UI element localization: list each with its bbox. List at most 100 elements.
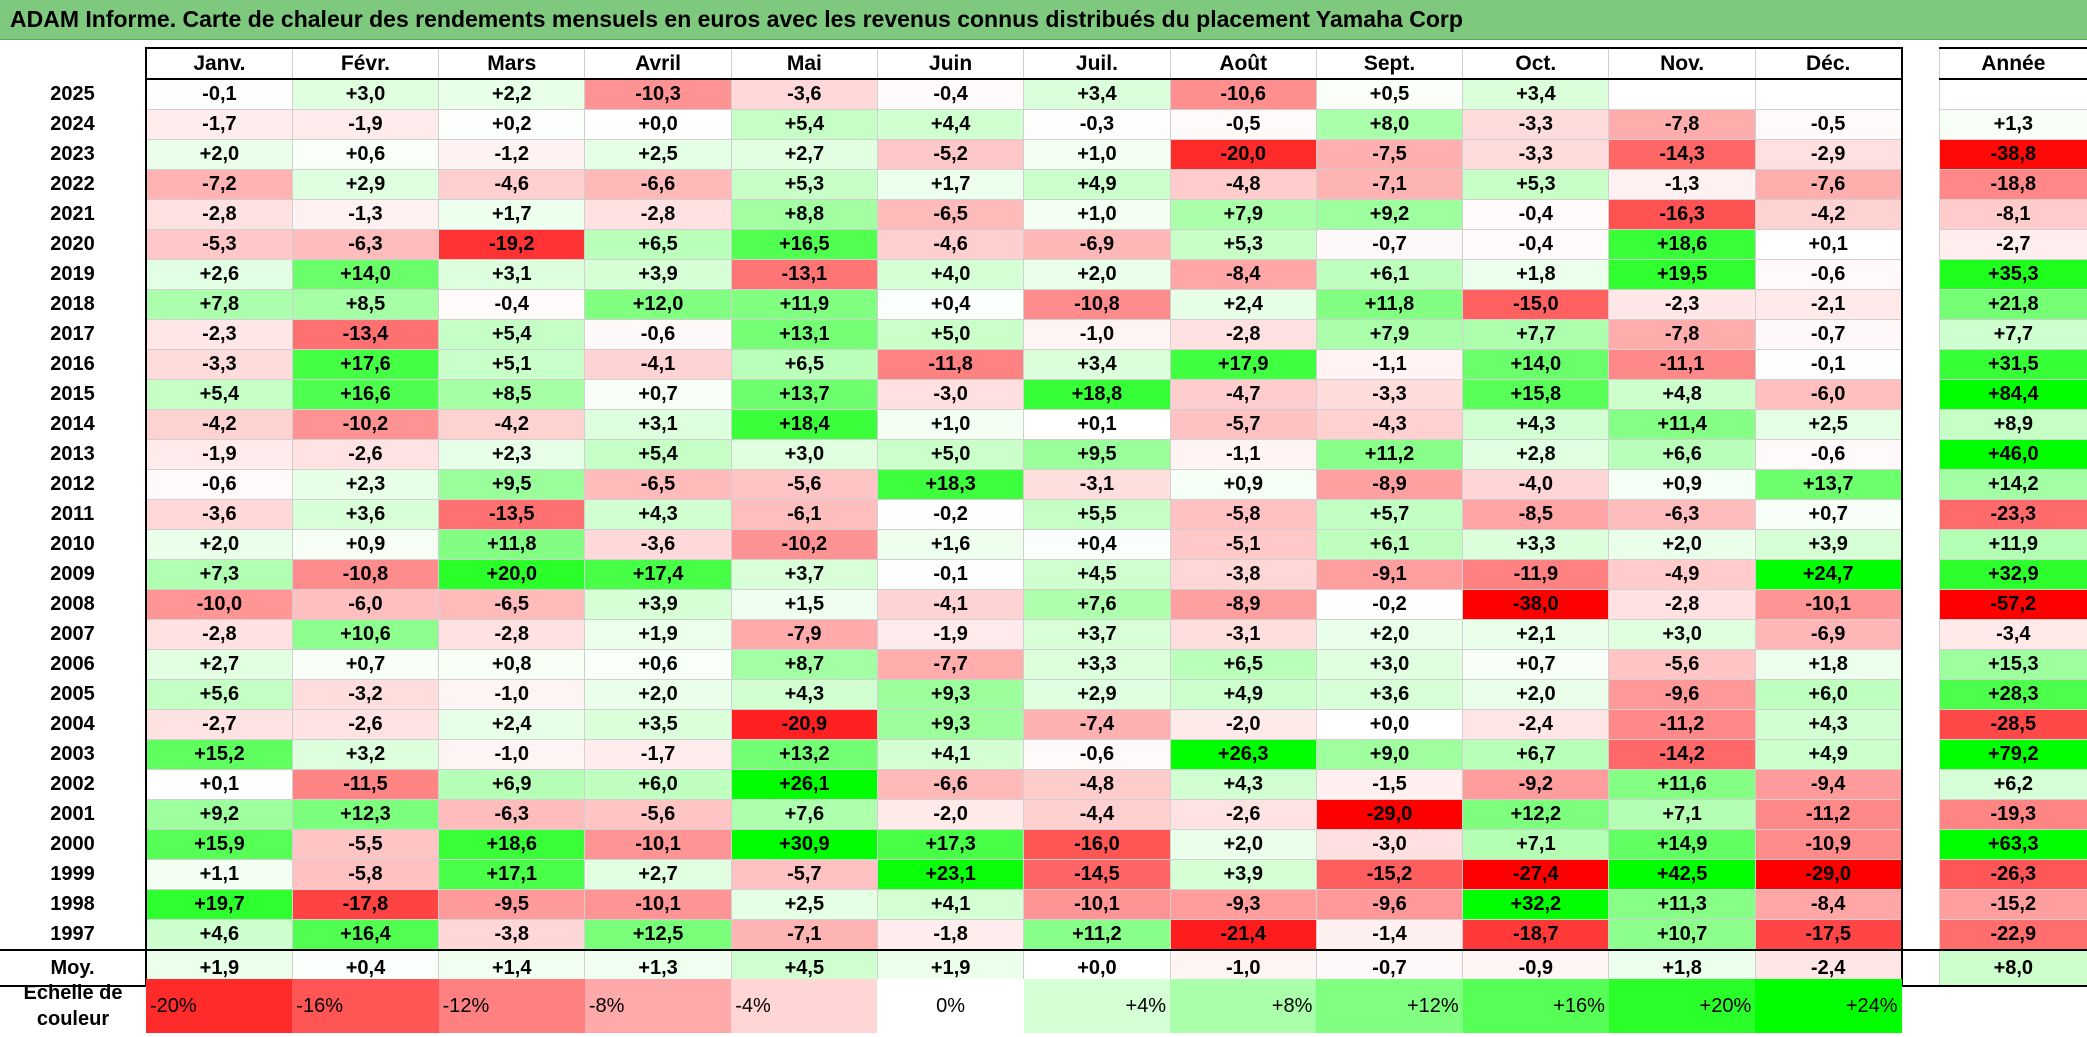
heatmap-cell: +24,7 — [1754, 559, 1903, 590]
heatmap-cell: -5,7 — [730, 859, 878, 890]
year-row: 1998 +19,7 -17,8 -9,5 -10,1 +2,5 +4,1 -10,1 -9,3… — [0, 889, 2087, 920]
heatmap-cell: -14,2 — [1608, 739, 1756, 770]
heatmap-cell: -15,0 — [1462, 289, 1610, 320]
heatmap-cell: +1,8 — [1462, 259, 1610, 290]
heatmap-cell: -8,9 — [1169, 589, 1317, 620]
heatmap-cell: +3,5 — [584, 709, 732, 740]
column-gap — [1900, 949, 1940, 987]
year-label: 2005 — [0, 679, 147, 710]
annual-cell: +63,3 — [1939, 829, 2087, 860]
heatmap-cell: -0,3 — [1023, 109, 1171, 140]
year-row: 2019 +2,6 +14,0 +3,1 +3,9 -13,1 +4,0 +2,0 -8,4 +6… — [0, 259, 2087, 290]
annual-cell: +46,0 — [1939, 439, 2087, 470]
year-row: 2012 -0,6 +2,3 +9,5 -6,5 -5,6 +18,3 -3,1 +0,9 -8,… — [0, 469, 2087, 500]
heatmap-cell: +18,4 — [730, 409, 878, 440]
heatmap-cell: +12,2 — [1462, 799, 1610, 830]
heatmap-cell: -2,6 — [1169, 799, 1317, 830]
annual-cell: -23,3 — [1939, 499, 2087, 530]
heatmap-cell: -5,6 — [730, 469, 878, 500]
heatmap-cell: +6,9 — [438, 769, 586, 800]
heatmap-cell: +5,3 — [1169, 229, 1317, 260]
heatmap-cell: -6,1 — [730, 499, 878, 530]
heatmap-cell: -11,8 — [876, 349, 1025, 380]
column-gap — [1900, 48, 1940, 79]
heatmap-cell: +3,9 — [584, 589, 732, 620]
heatmap-cell: -0,2 — [1315, 589, 1464, 620]
annual-cell: +8,0 — [1939, 949, 2087, 987]
color-scale-stop: +24% — [1755, 979, 1902, 1033]
heatmap-cell: +5,7 — [1315, 499, 1464, 530]
year-label: 2001 — [0, 799, 147, 830]
year-row: 1999 +1,1 -5,8 +17,1 +2,7 -5,7 +23,1 -14,5 +3,9-… — [0, 859, 2087, 890]
heatmap-cell: +4,3 — [1462, 409, 1610, 440]
annual-cell: -28,5 — [1939, 709, 2087, 740]
heatmap-cell: -4,8 — [1169, 169, 1317, 200]
heatmap-cell: -7,1 — [1315, 169, 1464, 200]
heatmap-cell: +0,4 — [876, 289, 1025, 320]
year-label: 1999 — [0, 859, 147, 890]
heatmap-cell: -3,6 — [730, 78, 878, 110]
year-row: 2014 -4,2 -10,2 -4,2 +3,1 +18,4 +1,0 +0,1 -5,7 -4… — [0, 409, 2087, 440]
heatmap-cell: +3,9 — [1754, 529, 1903, 560]
heatmap-cell: -10,2 — [291, 409, 440, 440]
annual-cell: -38,8 — [1939, 139, 2087, 170]
heatmap-cell: -3,3 — [1315, 379, 1464, 410]
annual-cell: -57,2 — [1939, 589, 2087, 620]
heatmap-cell: -1,7 — [145, 109, 293, 140]
heatmap-cell: -4,9 — [1608, 559, 1756, 590]
heatmap-cell: +0,7 — [584, 379, 732, 410]
heatmap-cell: +16,6 — [291, 379, 440, 410]
heatmap-cell: +5,4 — [730, 109, 878, 140]
heatmap-table: Janv. Févr. Mars Avril Mai Juin Juil. Août Sept.… — [0, 47, 2087, 987]
heatmap-cell: -3,3 — [1462, 139, 1610, 170]
year-row: 2011 -3,6 +3,6 -13,5 +4,3 -6,1 -0,2 +5,5 -5,8 +5,… — [0, 499, 2087, 530]
heatmap-cell: -11,2 — [1754, 799, 1903, 830]
heatmap-cell: -11,1 — [1608, 349, 1756, 380]
heatmap-cell: -6,3 — [1608, 499, 1756, 530]
heatmap-cell: -9,6 — [1608, 679, 1756, 710]
heatmap-cell: -4,8 — [1023, 769, 1171, 800]
heatmap-cell: +10,6 — [291, 619, 440, 650]
heatmap-cell: -3,6 — [584, 529, 732, 560]
heatmap-cell: +5,3 — [1462, 169, 1610, 200]
color-scale-stop: -8% — [584, 979, 732, 1033]
column-gap — [1900, 289, 1940, 320]
heatmap-cell: +11,4 — [1608, 409, 1756, 440]
heatmap-cell: +7,6 — [1023, 589, 1171, 620]
heatmap-cell: -9,3 — [1169, 889, 1317, 920]
month-header-row: Janv. Févr. Mars Avril Mai Juin Juil. Août Sept.… — [0, 47, 2087, 80]
heatmap-cell: +4,9 — [1754, 739, 1903, 770]
heatmap-cell: +2,7 — [584, 859, 732, 890]
heatmap-cell: +4,1 — [876, 889, 1025, 920]
annual-cell: -19,3 — [1939, 799, 2087, 830]
heatmap-cell: -6,9 — [1023, 229, 1171, 260]
heatmap-cell: +4,0 — [876, 259, 1025, 290]
heatmap-cell: -4,6 — [876, 229, 1025, 260]
heatmap-cell: -21,4 — [1169, 919, 1317, 951]
annual-cell: +21,8 — [1939, 289, 2087, 320]
heatmap-cell: -29,0 — [1315, 799, 1464, 830]
annual-cell: -26,3 — [1939, 859, 2087, 890]
heatmap-cell: -4,6 — [438, 169, 586, 200]
heatmap-cell: -2,1 — [1754, 289, 1903, 320]
heatmap-cell: -5,2 — [876, 139, 1025, 170]
month-header: Nov. — [1608, 47, 1756, 80]
heatmap-cell: -0,6 — [584, 319, 732, 350]
heatmap-cell: +13,7 — [1754, 469, 1903, 500]
heatmap-cell: +2,1 — [1462, 619, 1610, 650]
annual-header: Année — [1939, 47, 2087, 80]
year-label: 2009 — [0, 559, 147, 590]
heatmap-cell: +2,7 — [145, 649, 293, 680]
year-row: 2000 +15,9 -5,5 +18,6 -10,1 +30,9 +17,3 -16,0 +2… — [0, 829, 2087, 860]
heatmap-cell: -0,6 — [1754, 439, 1903, 470]
heatmap-cell: -4,0 — [1462, 469, 1610, 500]
heatmap-cell: -0,4 — [876, 78, 1025, 110]
annual-cell: +14,2 — [1939, 469, 2087, 500]
heatmap-cell: -10,8 — [1023, 289, 1171, 320]
column-gap — [1900, 229, 1940, 260]
heatmap-cell: -13,1 — [730, 259, 878, 290]
heatmap-cell: +11,9 — [730, 289, 878, 320]
heatmap-cell: +14,9 — [1608, 829, 1756, 860]
heatmap-cell: -11,5 — [291, 769, 440, 800]
year-label: 2004 — [0, 709, 147, 740]
